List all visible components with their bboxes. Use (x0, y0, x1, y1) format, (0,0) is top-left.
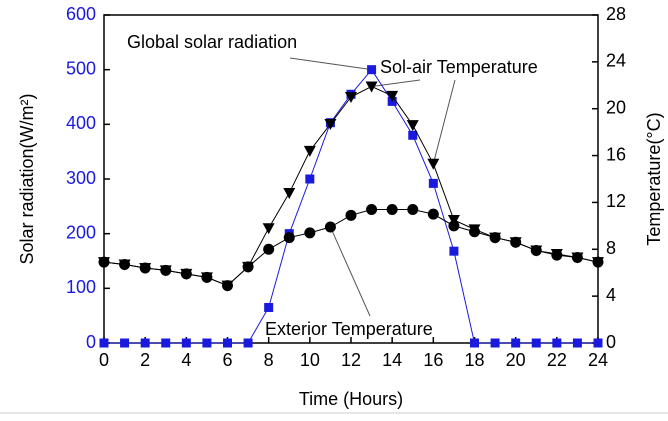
leader-line (432, 79, 456, 164)
y2-tick-label: 0 (606, 332, 616, 352)
point (572, 338, 582, 348)
y-tick-label: 0 (86, 332, 96, 352)
point (386, 203, 398, 215)
y2-tick-label: 12 (606, 191, 626, 211)
point (386, 90, 399, 102)
y2-axis-title: Temperature(°C) (644, 112, 664, 245)
point (283, 232, 295, 244)
x-tick-label: 6 (222, 350, 232, 370)
annotation: Global solar radiation (127, 32, 297, 52)
y-tick-label: 400 (66, 113, 96, 133)
point (99, 338, 109, 348)
point (201, 271, 213, 283)
y2-tick-label: 20 (606, 97, 626, 117)
leader-line (289, 57, 372, 71)
series-line (104, 68, 598, 344)
x-tick-label: 20 (506, 350, 526, 370)
y2-tick-label: 28 (606, 4, 626, 24)
leader-line (329, 226, 371, 317)
point (345, 209, 357, 221)
point (264, 302, 274, 312)
y-tick-label: 200 (66, 222, 96, 242)
annotation: Sol-air Temperature (380, 57, 538, 77)
x-tick-label: 12 (341, 350, 361, 370)
point (181, 338, 191, 348)
point (283, 188, 296, 200)
y-tick-label: 600 (66, 4, 96, 24)
x-tick-label: 0 (99, 350, 109, 370)
y2-tick-label: 4 (606, 285, 616, 305)
point (427, 158, 440, 170)
point (262, 223, 275, 235)
point (161, 338, 171, 348)
y-axis-title: Solar radiation(W/m²) (17, 93, 37, 264)
x-tick-label: 2 (140, 350, 150, 370)
point (324, 221, 336, 233)
point (593, 338, 603, 348)
point (510, 236, 522, 248)
point (469, 226, 480, 238)
point (180, 268, 192, 280)
point (366, 203, 378, 215)
x-axis-title: Time (Hours) (299, 389, 403, 409)
point (222, 280, 233, 292)
point (367, 65, 377, 75)
point (324, 118, 337, 130)
leader-line (371, 79, 421, 87)
annotation: Exterior Temperature (265, 319, 433, 339)
x-tick-label: 16 (423, 350, 443, 370)
point (98, 256, 110, 268)
point (160, 264, 172, 276)
point (592, 256, 604, 268)
x-tick-label: 22 (547, 350, 567, 370)
point (490, 338, 500, 348)
point (406, 120, 419, 132)
point (139, 262, 151, 274)
point (552, 338, 562, 348)
point (243, 338, 253, 348)
point (571, 251, 583, 263)
y2-tick-label: 8 (606, 238, 616, 258)
point (530, 244, 542, 256)
x-tick-label: 10 (300, 350, 320, 370)
point (303, 145, 316, 157)
point (449, 246, 459, 256)
y2-tick-label: 24 (606, 51, 626, 71)
x-tick-label: 18 (464, 350, 484, 370)
series-line (103, 85, 599, 287)
point (263, 243, 275, 255)
point (470, 338, 479, 348)
point (407, 203, 419, 215)
y2-tick-label: 16 (606, 144, 626, 164)
point (427, 208, 439, 220)
point (305, 174, 315, 184)
y-tick-label: 500 (66, 58, 96, 78)
point (551, 249, 563, 261)
point (365, 81, 378, 93)
point (140, 338, 150, 348)
point (511, 338, 521, 348)
x-tick-label: 14 (382, 350, 402, 370)
point (408, 130, 418, 140)
x-tick-label: 24 (588, 350, 608, 370)
point (448, 220, 460, 232)
x-tick-label: 4 (181, 350, 191, 370)
point (120, 338, 130, 348)
y-tick-label: 100 (66, 277, 96, 297)
x-tick-label: 8 (264, 350, 274, 370)
point (242, 261, 254, 273)
y-tick-label: 300 (66, 168, 96, 188)
point (531, 338, 541, 348)
point (202, 338, 212, 348)
point (223, 338, 232, 348)
point (119, 259, 131, 271)
point (345, 92, 357, 103)
point (304, 227, 316, 239)
point (489, 232, 501, 244)
point (428, 178, 438, 188)
